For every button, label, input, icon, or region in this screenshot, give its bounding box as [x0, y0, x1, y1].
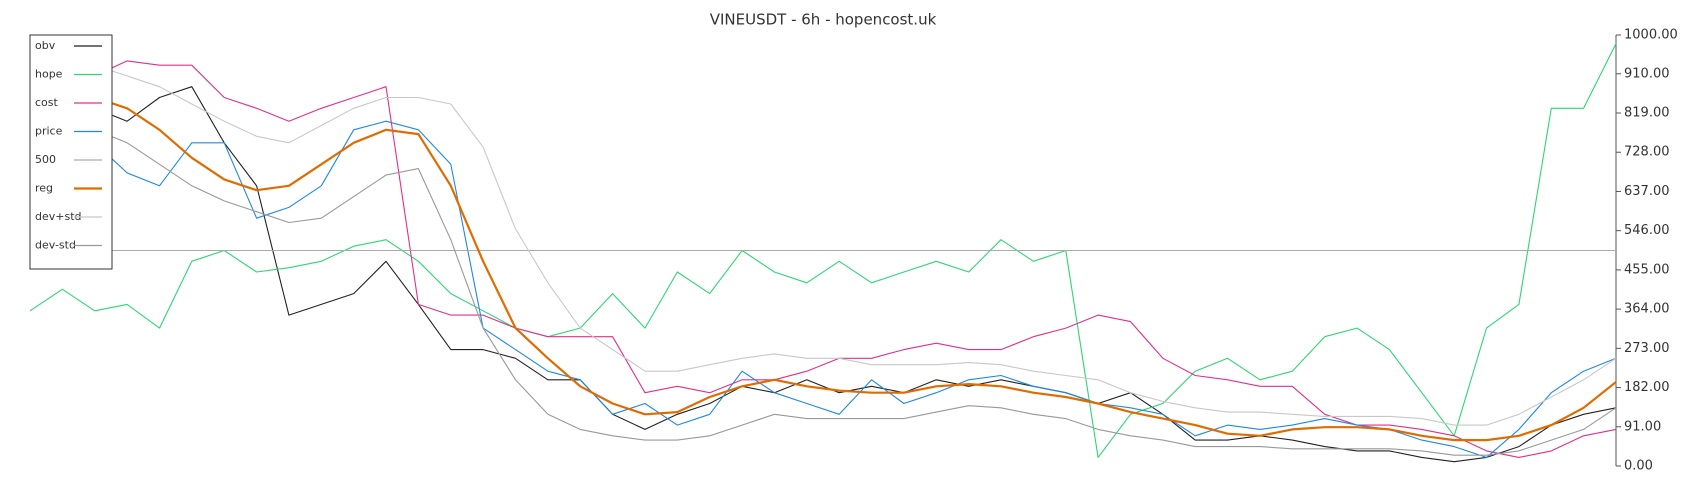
series-line [29, 53, 1617, 463]
legend-label: obv [35, 39, 56, 52]
legend-label: dev-std [35, 239, 76, 252]
legend-label: hope [35, 68, 63, 81]
series-line [30, 49, 1617, 426]
y-tick-label: 728.00 [1624, 145, 1670, 160]
legend-label: 500 [35, 153, 56, 166]
legend-label: dev+std [35, 210, 82, 223]
y-tick-label: 455.00 [1624, 262, 1670, 277]
y-tick-label: 91.00 [1624, 419, 1661, 434]
series-line [29, 43, 1617, 458]
series-line [29, 75, 1617, 458]
series-line [29, 86, 1617, 456]
y-tick-label: 0.00 [1624, 459, 1653, 474]
y-tick-label: 637.00 [1624, 184, 1670, 199]
y-tick-label: 546.00 [1624, 223, 1670, 238]
y-tick-label: 1000.00 [1624, 28, 1678, 43]
y-tick-label: 182.00 [1624, 380, 1670, 395]
legend-label: reg [35, 182, 53, 195]
chart-title: VINEUSDT - 6h - hopencost.uk [710, 11, 937, 29]
y-tick-label: 819.00 [1624, 106, 1670, 121]
y-tick-label: 910.00 [1624, 66, 1670, 81]
series-line [29, 70, 1617, 442]
y-tick-label: 364.00 [1624, 302, 1670, 317]
legend-label: price [35, 125, 63, 138]
legend: obv hope cost price 500 reg dev+std dev-std [29, 34, 113, 270]
series-line [29, 60, 1617, 458]
legend-label: cost [35, 96, 59, 109]
y-tick-label: 273.00 [1624, 341, 1670, 356]
